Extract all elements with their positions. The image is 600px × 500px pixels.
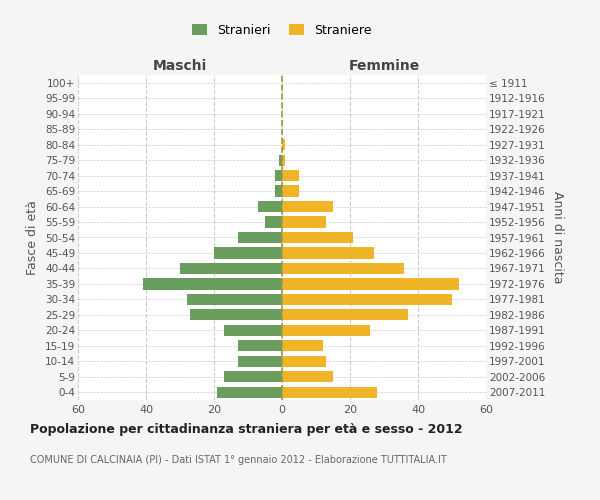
Bar (282, 310, 408, 320)
Bar (282, 232, 353, 243)
Bar (238, 340, 282, 351)
Legend: Stranieri, Straniere: Stranieri, Straniere (187, 18, 377, 42)
Bar (282, 278, 459, 289)
Bar (282, 248, 374, 258)
Bar (282, 371, 333, 382)
Bar (282, 154, 286, 166)
Y-axis label: Anni di nascita: Anni di nascita (551, 191, 564, 284)
Text: COMUNE DI CALCINAIA (PI) - Dati ISTAT 1° gennaio 2012 - Elaborazione TUTTITALIA.: COMUNE DI CALCINAIA (PI) - Dati ISTAT 1°… (30, 455, 447, 465)
Bar (143, 278, 282, 289)
Bar (282, 340, 323, 351)
Bar (258, 201, 282, 212)
Bar (238, 356, 282, 367)
Bar (265, 216, 282, 228)
Bar (282, 325, 370, 336)
Text: Femmine: Femmine (349, 58, 419, 72)
Bar (282, 386, 377, 398)
Bar (282, 263, 404, 274)
Text: Popolazione per cittadinanza straniera per età e sesso - 2012: Popolazione per cittadinanza straniera p… (30, 422, 463, 436)
Bar (214, 248, 282, 258)
Text: Maschi: Maschi (153, 58, 207, 72)
Bar (238, 232, 282, 243)
Bar (282, 170, 299, 181)
Bar (282, 139, 286, 150)
Bar (282, 186, 299, 196)
Bar (217, 386, 282, 398)
Bar (187, 294, 282, 305)
Bar (282, 216, 326, 228)
Bar (224, 371, 282, 382)
Bar (275, 170, 282, 181)
Bar (180, 263, 282, 274)
Bar (282, 356, 326, 367)
Bar (282, 201, 333, 212)
Y-axis label: Fasce di età: Fasce di età (26, 200, 40, 275)
Bar (275, 186, 282, 196)
Bar (282, 294, 452, 305)
Bar (224, 325, 282, 336)
Bar (278, 154, 282, 166)
Bar (190, 310, 282, 320)
